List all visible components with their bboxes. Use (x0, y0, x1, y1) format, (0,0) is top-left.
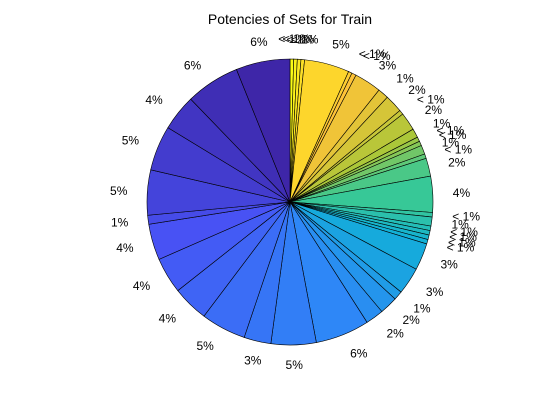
slice-label: 1% (442, 135, 460, 149)
slice-label: 1% (396, 71, 414, 85)
slice-label: < 1% (437, 124, 465, 138)
slice-label: 4% (116, 241, 134, 255)
slice-label: 5% (196, 339, 214, 353)
slice-label: 5% (122, 134, 140, 148)
pie-slice (236, 58, 291, 203)
slice-label: 4% (145, 93, 163, 107)
slice-label: < 1% (447, 240, 475, 254)
slice-label: 6% (250, 35, 268, 49)
slice-label: 6% (184, 58, 202, 72)
slice-label: 3% (441, 258, 459, 272)
slice-label: 4% (453, 186, 471, 200)
slice-label: < 1% (363, 49, 391, 63)
slice-label: 4% (133, 279, 151, 293)
pie-slices (146, 58, 434, 346)
slice-label: 1% (111, 215, 129, 229)
slice-label: 1% (452, 217, 470, 231)
pie-labels: < 1%< 1%< 1%< 1% 5%< 1%< 1%3%1%2%< 1%2%1%… (110, 32, 480, 372)
slice-label: 1% (413, 302, 431, 316)
slice-label: 3% (379, 58, 397, 72)
slice-label: 5% (110, 184, 128, 198)
slice-label: < 1% (417, 93, 445, 107)
slice-label: < 1% (282, 32, 310, 46)
slice-label: < 1% (444, 143, 472, 157)
slice-label: 1% (433, 117, 451, 131)
slice-label: 2% (448, 155, 466, 169)
slice-label: 5% (332, 38, 350, 52)
slice-label: 4% (159, 312, 177, 326)
slice-label: 5% (286, 358, 304, 372)
slice-label: < 1% (291, 33, 319, 47)
slice-label: < 1% (449, 230, 477, 244)
slice-label: < 1% (439, 128, 467, 142)
slice-label: < 1% (359, 47, 387, 61)
slice-label: < 1% (452, 210, 480, 224)
slice-label: < 1% (287, 32, 315, 46)
slice-label: 2% (408, 83, 426, 97)
slice-label: 2% (387, 326, 405, 340)
slice-label: 3% (426, 285, 444, 299)
slice-label: < 1% (448, 235, 476, 249)
slice-label: 2% (425, 103, 443, 117)
slice-label: 2% (403, 313, 421, 327)
chart-title: Potencies of Sets for Train (208, 11, 372, 27)
slice-label: < 1% (278, 32, 306, 46)
slice-label: 6% (350, 347, 368, 361)
slice-label: 3% (244, 354, 262, 368)
slice-label: < 1% (450, 225, 478, 239)
